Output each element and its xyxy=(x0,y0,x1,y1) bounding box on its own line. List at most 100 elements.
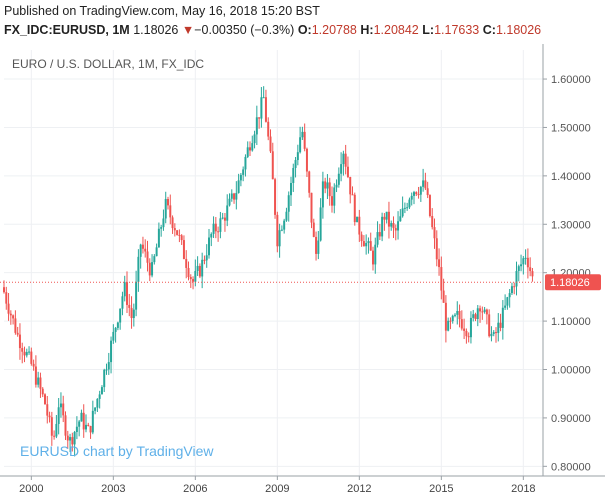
candle-body xyxy=(431,216,434,228)
candle-body xyxy=(451,315,454,322)
candle-body xyxy=(173,228,176,231)
candle-body xyxy=(137,256,140,282)
candle-body xyxy=(319,207,322,241)
last-price-badge-label: 1.18026 xyxy=(550,277,590,289)
candle-body xyxy=(515,270,518,287)
candle-body xyxy=(176,230,179,235)
candle-body xyxy=(198,265,201,277)
candle-body xyxy=(178,234,181,236)
candle-body xyxy=(456,311,459,315)
candle-body xyxy=(356,216,359,223)
candle-body xyxy=(119,308,122,323)
candle-body xyxy=(98,394,101,399)
candle-body xyxy=(469,317,472,338)
candle-body xyxy=(510,286,513,294)
candle-body xyxy=(144,248,147,252)
published-text: Published on TradingView.com, May 16, 20… xyxy=(4,4,320,18)
candle-body xyxy=(28,351,31,353)
candle-body xyxy=(376,232,379,245)
candle-body xyxy=(406,207,409,209)
candle-body xyxy=(80,412,83,422)
high-label: H: xyxy=(360,23,374,37)
candle-body xyxy=(474,314,477,319)
candle-body xyxy=(346,166,349,177)
candle-body xyxy=(180,235,183,241)
y-tick-label: 1.30000 xyxy=(551,219,591,231)
candle-body xyxy=(242,169,245,175)
candle-body xyxy=(422,180,425,187)
candle-body xyxy=(529,267,532,272)
candle-body xyxy=(233,193,236,200)
candle-body xyxy=(73,432,76,445)
candle-body xyxy=(185,258,188,268)
candle-body xyxy=(283,220,286,230)
candle-body xyxy=(442,290,445,303)
candle-body xyxy=(520,264,523,267)
candle-body xyxy=(160,227,163,229)
candle-body xyxy=(481,311,484,313)
candle-body xyxy=(25,352,28,356)
candle-body xyxy=(365,242,368,247)
candle-body xyxy=(444,302,447,331)
candle-body xyxy=(440,267,443,291)
candle-body xyxy=(94,407,97,411)
low-label: L: xyxy=(422,23,435,37)
candle-body xyxy=(262,97,265,99)
candle-body xyxy=(244,156,247,170)
candle-body xyxy=(114,327,117,332)
candle-body xyxy=(285,211,288,221)
candle-body xyxy=(208,237,210,256)
candle-body xyxy=(18,334,21,349)
candle-body xyxy=(508,293,511,298)
candle-body xyxy=(483,309,486,312)
candle-body xyxy=(372,250,374,265)
candle-body xyxy=(123,282,126,297)
candle-body xyxy=(41,388,44,395)
y-tick-label: 0.90000 xyxy=(551,413,591,425)
x-tick-label: 2003 xyxy=(101,483,125,495)
candle-body xyxy=(317,240,320,254)
candle-body xyxy=(378,232,381,237)
candle-body xyxy=(287,195,290,212)
candle-body xyxy=(112,331,115,341)
candle-body xyxy=(387,211,390,227)
candles-layer xyxy=(3,86,534,457)
candle-body xyxy=(390,223,393,227)
candle-body xyxy=(34,366,37,385)
x-tick-label: 2000 xyxy=(19,483,43,495)
chart-container[interactable]: 1.60000 1.50000 1.40000 1.30000 1.20000 1.100… xyxy=(0,44,605,502)
candle-body xyxy=(171,217,174,229)
candle-body xyxy=(488,314,491,337)
candle-body xyxy=(438,259,441,268)
candle-body xyxy=(506,297,509,306)
candle-body xyxy=(374,244,377,265)
candle-body xyxy=(415,192,418,195)
candle-body xyxy=(274,179,277,215)
candle-body xyxy=(37,377,40,385)
x-tick-label: 2012 xyxy=(347,483,371,495)
candle-body xyxy=(303,131,306,149)
candle-body xyxy=(221,217,224,219)
candle-body xyxy=(87,424,90,427)
chart-canvas[interactable]: 1.600001.500001.400001.300001.200001.100… xyxy=(0,44,605,497)
candle-body xyxy=(230,193,233,199)
candle-body xyxy=(310,192,313,223)
candle-body xyxy=(419,186,422,195)
candle-body xyxy=(5,292,8,304)
candle-body xyxy=(66,435,69,441)
candle-body xyxy=(239,174,242,181)
candle-body xyxy=(23,351,26,356)
candle-body xyxy=(219,218,222,232)
candle-body xyxy=(337,173,340,185)
candle-body xyxy=(278,230,281,247)
candle-body xyxy=(59,403,62,408)
candle-body xyxy=(360,234,363,242)
candle-body xyxy=(126,282,128,305)
candle-body xyxy=(294,160,297,168)
candle-body xyxy=(526,257,529,268)
candle-body xyxy=(428,195,431,217)
y-tick-label: 1.00000 xyxy=(551,365,591,377)
candle-body xyxy=(253,134,256,144)
candle-body xyxy=(75,426,78,433)
candle-body xyxy=(328,182,331,197)
